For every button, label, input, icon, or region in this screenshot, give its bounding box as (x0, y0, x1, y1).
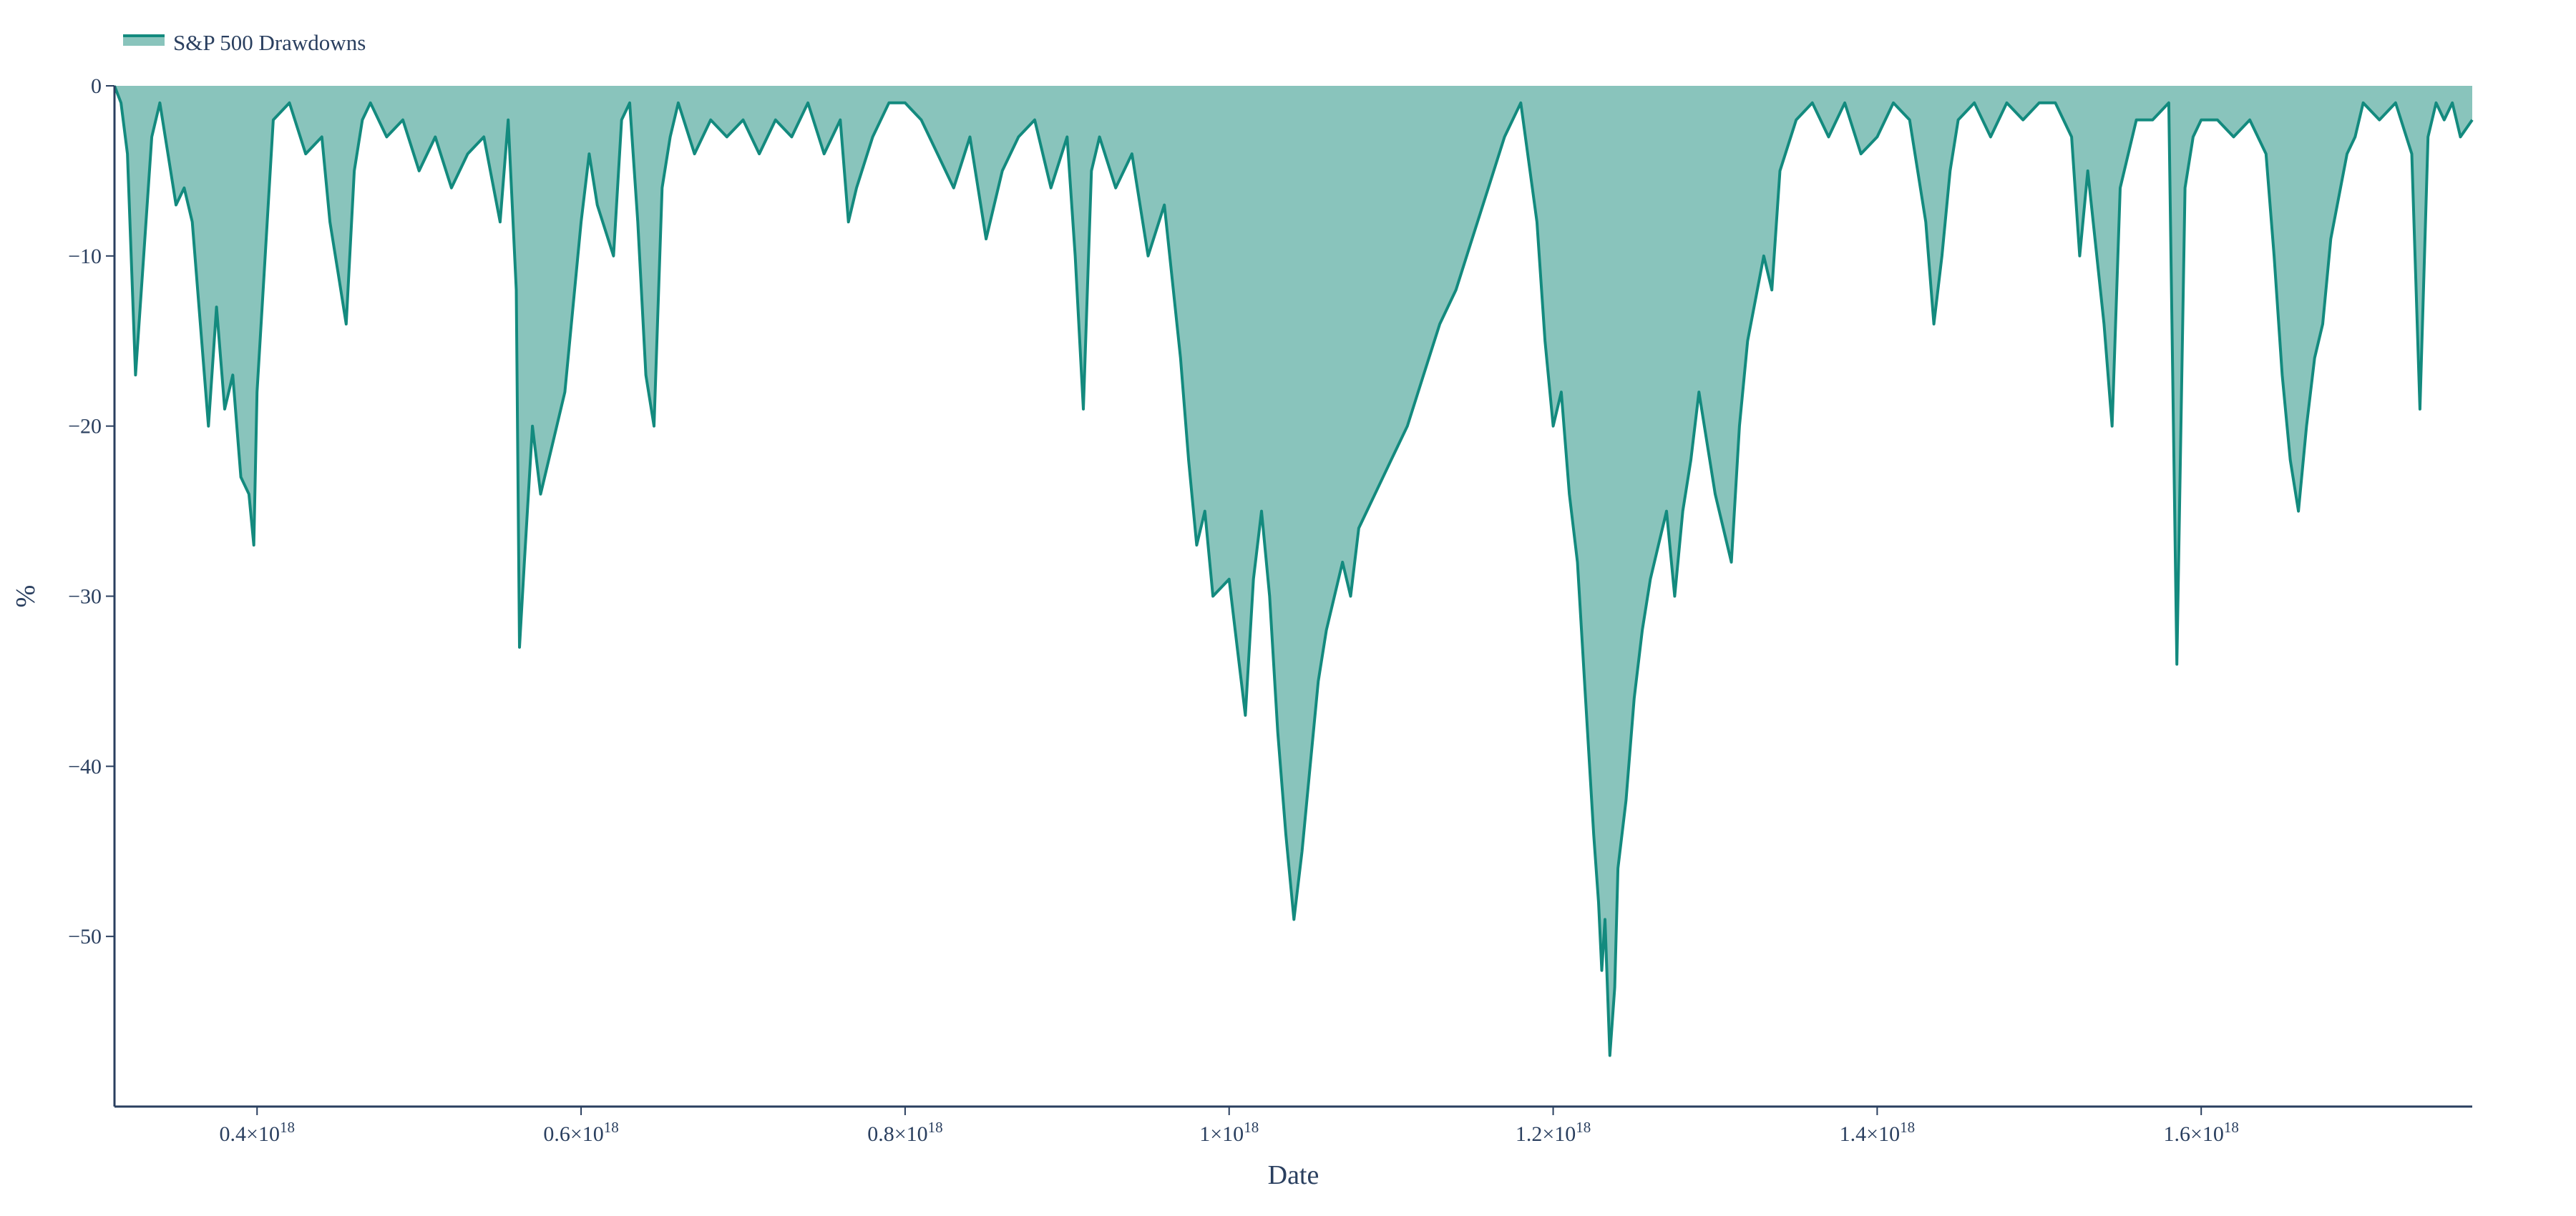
x-axis-ticks: 0.4×1018 0.6×1018 0.8×1018 1×1018 1.2×1018 1.… (220, 1107, 2239, 1146)
legend-label: S&P 500 Drawdowns (173, 30, 366, 55)
x-tick-label: 1.6×1018 (2163, 1119, 2238, 1146)
x-tick-label: 1.2×1018 (1516, 1119, 1591, 1146)
y-tick-label: −20 (68, 415, 102, 438)
y-tick-label: −10 (68, 245, 102, 268)
x-axis-title: Date (1268, 1160, 1319, 1190)
y-tick-label: −40 (68, 755, 102, 778)
y-axis-ticks: 0 −10 −20 −30 −40 −50 (68, 74, 114, 948)
x-tick-label: 0.8×1018 (867, 1119, 942, 1146)
series-line-0[interactable] (113, 85, 2474, 1057)
y-tick-label: 0 (91, 74, 102, 98)
legend[interactable]: S&P 500 Drawdowns (123, 30, 366, 55)
series-area-0 (114, 86, 2472, 1056)
x-tick-label: 1.4×1018 (1840, 1119, 1915, 1146)
x-tick-label: 0.4×1018 (220, 1119, 295, 1146)
y-tick-label: −50 (68, 925, 102, 948)
plot-area (113, 85, 2474, 1057)
y-axis-title: % (11, 585, 41, 608)
x-tick-label: 0.6×1018 (543, 1119, 618, 1146)
y-tick-label: −30 (68, 585, 102, 609)
x-tick-label: 1×1018 (1199, 1119, 1259, 1146)
